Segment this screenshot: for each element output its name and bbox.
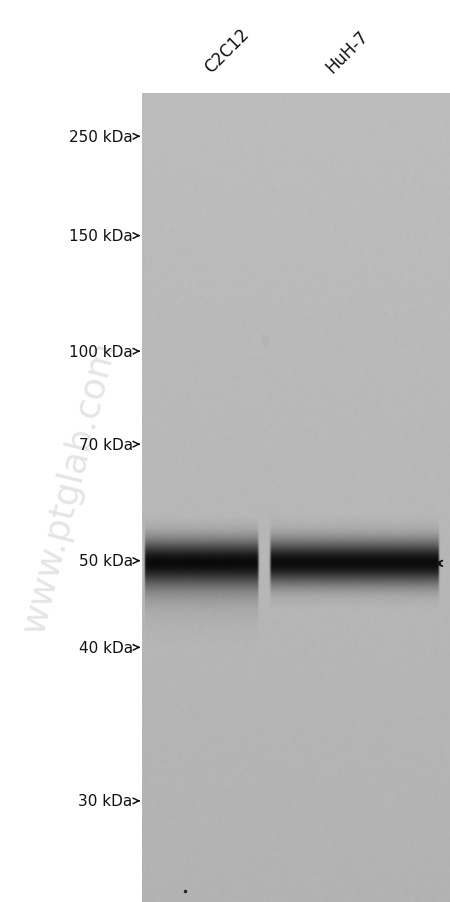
Text: 30 kDa: 30 kDa: [78, 794, 133, 808]
Text: 50 kDa: 50 kDa: [79, 554, 133, 568]
Text: C2C12: C2C12: [201, 25, 252, 77]
Text: HuH-7: HuH-7: [323, 27, 372, 77]
Text: 150 kDa: 150 kDa: [69, 229, 133, 244]
Text: 70 kDa: 70 kDa: [79, 437, 133, 452]
Text: 100 kDa: 100 kDa: [69, 345, 133, 359]
Text: 40 kDa: 40 kDa: [79, 640, 133, 655]
Text: 250 kDa: 250 kDa: [69, 130, 133, 144]
Text: www.ptglab.com: www.ptglab.com: [17, 337, 122, 637]
